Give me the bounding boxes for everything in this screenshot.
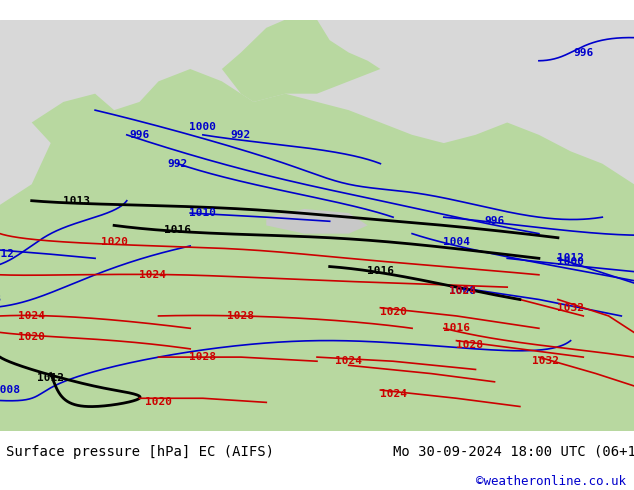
Text: 996: 996 (129, 130, 150, 140)
Text: 1020: 1020 (18, 332, 45, 342)
Polygon shape (51, 193, 190, 295)
Text: Mo 30-09-2024 18:00 UTC (06+156): Mo 30-09-2024 18:00 UTC (06+156) (393, 445, 634, 459)
Text: 1008: 1008 (0, 294, 1, 304)
Text: 1028: 1028 (190, 352, 216, 362)
Text: 996: 996 (484, 216, 505, 226)
Text: 992: 992 (231, 130, 251, 140)
Text: 1020: 1020 (101, 237, 127, 247)
Text: Surface pressure [hPa] EC (AIFS): Surface pressure [hPa] EC (AIFS) (6, 445, 275, 459)
Text: 1024: 1024 (139, 270, 165, 280)
Text: 1024: 1024 (380, 389, 406, 399)
Text: 1012: 1012 (37, 373, 64, 383)
Text: 1016: 1016 (443, 323, 470, 333)
Text: 1028: 1028 (456, 340, 482, 350)
Text: 1008: 1008 (450, 286, 476, 296)
Text: 1008: 1008 (0, 385, 20, 395)
Text: 1000: 1000 (557, 257, 584, 268)
Text: 1020: 1020 (145, 397, 172, 407)
Text: 1004: 1004 (443, 237, 470, 247)
Text: 1016: 1016 (164, 224, 191, 235)
Polygon shape (0, 69, 634, 431)
Polygon shape (139, 94, 190, 151)
Polygon shape (266, 209, 368, 234)
Text: 1013: 1013 (63, 196, 89, 206)
Text: 1016: 1016 (367, 266, 394, 276)
Text: 1024: 1024 (335, 356, 362, 366)
Text: ©weatheronline.co.uk: ©weatheronline.co.uk (476, 475, 626, 488)
Polygon shape (108, 110, 133, 135)
Text: 1032: 1032 (557, 303, 584, 313)
Text: 1012: 1012 (557, 253, 584, 263)
Text: 1024: 1024 (450, 286, 476, 296)
Text: 992: 992 (167, 159, 188, 169)
Text: 1024: 1024 (18, 311, 45, 321)
Text: 996: 996 (573, 48, 593, 57)
Text: 1020: 1020 (380, 307, 406, 317)
Polygon shape (222, 20, 380, 102)
Text: 1010: 1010 (190, 208, 216, 218)
Text: 1012: 1012 (0, 249, 13, 259)
Text: 1000: 1000 (190, 122, 216, 132)
Text: 1032: 1032 (532, 356, 559, 366)
Text: 1028: 1028 (228, 311, 254, 321)
